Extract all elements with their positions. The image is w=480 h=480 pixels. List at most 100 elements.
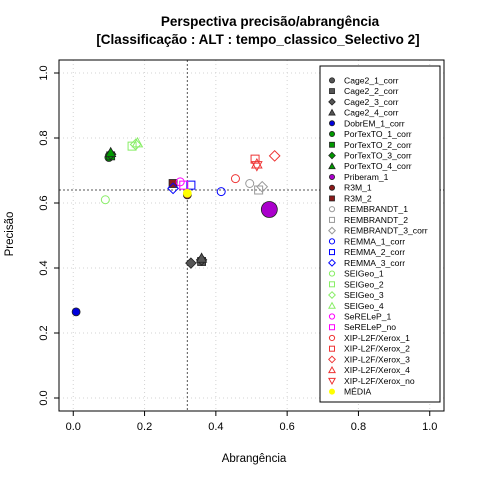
legend-label: REMMA_3_corr [344,258,405,268]
legend-marker [329,141,335,148]
legend-box [319,65,441,403]
legend-label: MÉDIA [344,387,371,397]
legend-label: Cage2_1_corr [344,75,399,85]
legend-label: XIP-L2F/Xerox_2 [344,344,410,354]
data-point [254,185,264,195]
legend-marker [328,334,336,342]
data-point [129,138,142,151]
legend-marker [328,366,336,374]
x-tick-label: 0.4 [208,421,223,433]
legend-marker [329,345,335,352]
legend-label: REMBRANDT_1 [344,204,408,214]
legend-label: XIP-L2F/Xerox_4 [344,365,410,375]
data-point [105,146,117,158]
x-tick-label: 0.8 [351,421,366,433]
legend-marker [328,258,336,267]
axis-ticks: 0.0 0.2 0.4 0.6 0.8 1.0 0.0 0.2 0.4 0.6 0.8 1.0 [38,65,437,433]
data-point [245,179,255,188]
legend-label: PorTexTO_2_corr [344,140,412,150]
data-point [185,257,197,269]
legend-label: SeRELeP_no [344,322,396,332]
legend-label: REMMA_2_corr [344,247,405,257]
legend-marker [329,216,335,223]
legend-label: XIP-L2F/Xerox_1 [344,333,410,343]
legend-marker [328,184,335,191]
legend-marker [329,281,335,288]
legend-marker [328,238,336,245]
legend-marker [328,377,336,386]
legend-label: Cage2_3_corr [344,97,399,107]
data-point [71,307,81,317]
data-point [268,149,281,162]
data-point [179,180,189,190]
data-point [100,195,110,205]
x-tick-label: 0.0 [66,421,81,433]
legend-marker [328,77,335,84]
legend-label: REMBRANDT_2 [344,215,408,225]
legend-marker [329,249,335,256]
data-point [230,174,240,184]
legend-label: SEIGeo_2 [344,279,384,289]
data-point [216,187,226,197]
data-point [182,188,192,198]
legend-marker [328,108,336,116]
data-point [250,157,263,169]
legend-label: Cage2_2_corr [344,86,399,96]
chart-subtitle: [Classificação : ALT : tempo_classico_Se… [96,32,419,47]
legend-marker [328,120,335,127]
data-point [131,136,144,148]
legend-marker [328,131,335,138]
legend-label: PorTexTO_3_corr [344,151,412,161]
data-point [186,180,196,190]
legend-label: SEIGeo_3 [344,290,384,300]
legend-marker [328,206,336,213]
data-point [256,180,269,193]
legend-label: Priberam_1 [344,172,389,182]
y-tick-label: 0.8 [38,130,50,145]
x-tick-label: 0.6 [279,421,294,433]
y-tick-label: 0.2 [38,325,50,340]
y-tick-label: 0.6 [38,195,50,210]
legend-marker [328,301,336,309]
legend-label: PorTexTO_1_corr [344,129,412,139]
legend-marker [328,226,336,235]
legend-marker [328,355,336,364]
data-point [127,141,137,151]
legend-marker [329,324,335,331]
legend-label: DobrEM_1_corr [344,118,405,128]
legend-label: SEIGeo_1 [344,269,384,279]
legend-label: REMBRANDT_3_corr [344,226,428,236]
y-tick-label: 0.0 [38,390,50,405]
data-point [260,201,278,218]
plot-frame [58,59,445,412]
legend: Cage2_1_corrCage2_2_corrCage2_3_corrCage… [319,65,441,403]
x-tick-label: 1.0 [422,421,437,433]
data-points [71,136,281,317]
legend-label: R3M_1 [344,183,372,193]
legend-label: SeRELeP_1 [344,312,392,322]
x-axis-label: Abrangência [222,453,287,465]
legend-marker [328,173,335,180]
legend-label: XIP-L2F/Xerox_3 [344,354,410,364]
x-tick-label: 0.2 [137,421,152,433]
legend-label: PorTexTO_4_corr [344,161,412,171]
legend-label: Cage2_4_corr [344,108,399,118]
legend-marker [328,98,336,106]
data-point [195,252,208,263]
data-point [250,161,263,172]
legend-marker [328,162,336,170]
y-tick-label: 1.0 [38,65,50,80]
y-tick-label: 0.4 [38,260,50,275]
legend-marker [329,195,335,202]
legend-marker [328,270,336,277]
chart-title: Perspectiva precisão/abrangência [161,14,380,29]
legend-label: XIP-L2F/Xerox_no [344,376,415,386]
legend-marker [329,88,335,94]
legend-marker [328,151,336,160]
legend-label: R3M_2 [344,193,372,203]
data-point [167,182,179,195]
legend-marker [328,388,335,395]
legend-marker [328,291,336,299]
